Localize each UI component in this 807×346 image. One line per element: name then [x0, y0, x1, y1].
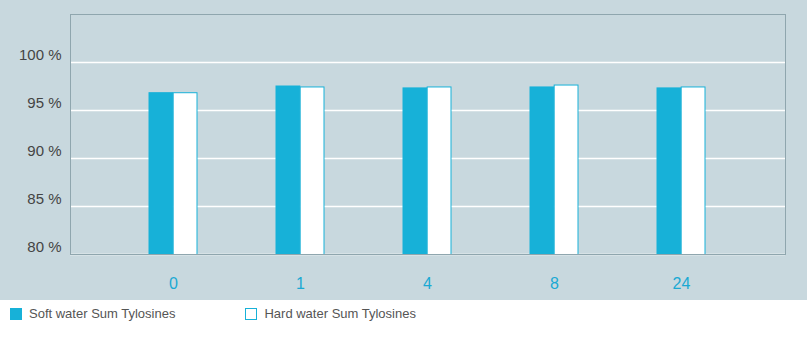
svg-text:24: 24 — [673, 275, 691, 292]
svg-text:8: 8 — [550, 275, 559, 292]
svg-text:100 %: 100 % — [19, 46, 62, 63]
svg-text:1: 1 — [296, 275, 305, 292]
html-text:Hard water Sum Tylosines: Hard water Sum Tylosines — [264, 306, 416, 321]
svg-text:85 %: 85 % — [27, 190, 61, 207]
svg-text:95 %: 95 % — [27, 94, 61, 111]
svg-text:0: 0 — [169, 275, 178, 292]
svg-text:80 %: 80 % — [27, 238, 61, 255]
svg-text:90 %: 90 % — [27, 142, 61, 159]
svg-text:4: 4 — [423, 275, 432, 292]
html-text:Soft water Sum Tylosines: Soft water Sum Tylosines — [29, 306, 176, 321]
